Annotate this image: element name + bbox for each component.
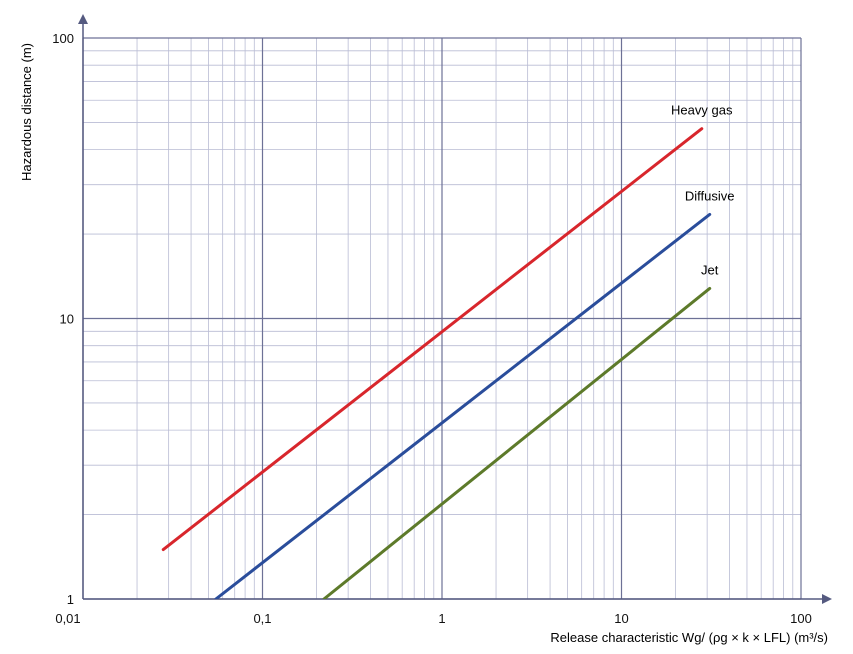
x-tick-label: 10 bbox=[614, 611, 628, 626]
y-axis-arrow bbox=[78, 14, 88, 24]
x-tick-label: 1 bbox=[438, 611, 445, 626]
series-line-heavy-gas bbox=[161, 127, 704, 552]
x-tick-label: 0,01 bbox=[55, 611, 80, 626]
y-tick-label: 1 bbox=[67, 592, 74, 607]
y-axis-title: Hazardous distance (m) bbox=[19, 43, 34, 181]
y-tick-label: 10 bbox=[60, 312, 74, 327]
series-label: Heavy gas bbox=[671, 103, 733, 118]
x-axis-title: Release characteristic Wg/ (ρg × k × LFL… bbox=[550, 630, 828, 645]
y-tick-labels: 1 10 100 bbox=[52, 31, 74, 607]
series-label: Diffusive bbox=[685, 188, 735, 203]
series-label: Jet bbox=[701, 262, 719, 277]
series-lines bbox=[161, 127, 712, 599]
x-tick-label: 0,1 bbox=[253, 611, 271, 626]
series-line-jet bbox=[322, 286, 712, 599]
series-labels: Heavy gas Diffusive Jet bbox=[671, 103, 734, 278]
x-tick-labels: 0,01 0,1 1 10 100 bbox=[55, 611, 812, 626]
y-tick-label: 100 bbox=[52, 31, 74, 46]
x-tick-label: 100 bbox=[790, 611, 812, 626]
series-line-diffusive bbox=[214, 212, 712, 599]
x-axis-arrow bbox=[822, 594, 832, 604]
